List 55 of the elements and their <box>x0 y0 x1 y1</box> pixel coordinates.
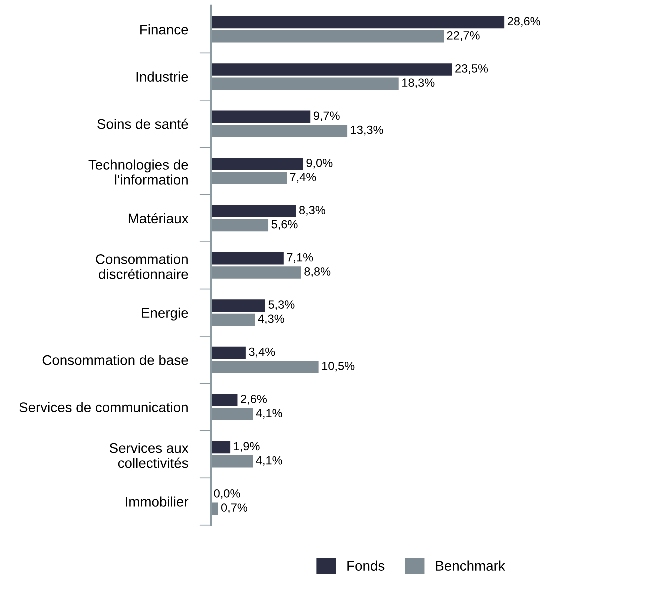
legend-label: Benchmark <box>436 560 506 571</box>
bar <box>211 252 284 265</box>
bar <box>211 266 302 279</box>
bar <box>211 408 254 421</box>
data-label: 7,4% <box>290 173 316 183</box>
bar <box>211 110 311 124</box>
bar <box>211 314 256 326</box>
y-tick-label: Finance <box>140 24 188 35</box>
data-label: 3,4% <box>249 348 276 358</box>
y-tick-label: Immobilier <box>126 496 189 507</box>
bar <box>211 30 444 43</box>
data-label: 23,5% <box>456 64 488 74</box>
bar <box>211 172 287 184</box>
bar <box>211 78 399 90</box>
data-label: 4,1% <box>256 456 282 466</box>
data-label: 5,3% <box>268 300 295 310</box>
bar <box>211 361 319 374</box>
data-label: 8,8% <box>304 268 331 278</box>
y-tick-label: Services aux collectivités <box>110 443 189 468</box>
legend-label: Fonds <box>348 560 385 571</box>
data-label: 9,7% <box>314 112 340 122</box>
data-label: 9,0% <box>306 158 333 169</box>
data-label: 0,7% <box>221 504 248 514</box>
data-label: 22,7% <box>447 31 480 42</box>
data-label: 28,6% <box>508 17 540 28</box>
data-label: 2,6% <box>241 395 267 405</box>
y-tick-label: Energie <box>142 308 188 321</box>
bar <box>211 16 505 29</box>
bar <box>211 441 231 454</box>
data-label: 18,3% <box>402 78 435 88</box>
data-label: 5,6% <box>272 220 298 230</box>
bar <box>211 300 266 312</box>
data-label: 13,3% <box>351 126 384 136</box>
y-tick-label: Technologies de l'information <box>88 160 188 185</box>
y-tick-label: Matériaux <box>128 213 189 224</box>
data-label: 4,1% <box>256 409 282 419</box>
bar <box>211 205 296 218</box>
bar <box>211 158 304 170</box>
data-label: 10,5% <box>322 362 355 372</box>
data-label: 0,0% <box>214 489 240 500</box>
y-tick-label: Soins de santé <box>98 118 188 130</box>
data-label: 8,3% <box>300 206 326 216</box>
bar <box>211 64 452 76</box>
bar <box>211 346 246 360</box>
bar <box>211 219 269 232</box>
y-tick-label: Consommation de base <box>42 355 188 366</box>
y-tick-label: Industrie <box>136 72 188 82</box>
bar <box>211 455 254 468</box>
bar <box>211 394 238 406</box>
data-label: 4,3% <box>258 314 284 325</box>
y-tick-label: Services de communication <box>20 402 188 412</box>
y-tick-label: Consommation discrétionnaire <box>96 254 188 280</box>
data-label: 7,1% <box>287 253 314 264</box>
bar <box>211 124 348 138</box>
data-label: 1,9% <box>234 442 260 452</box>
